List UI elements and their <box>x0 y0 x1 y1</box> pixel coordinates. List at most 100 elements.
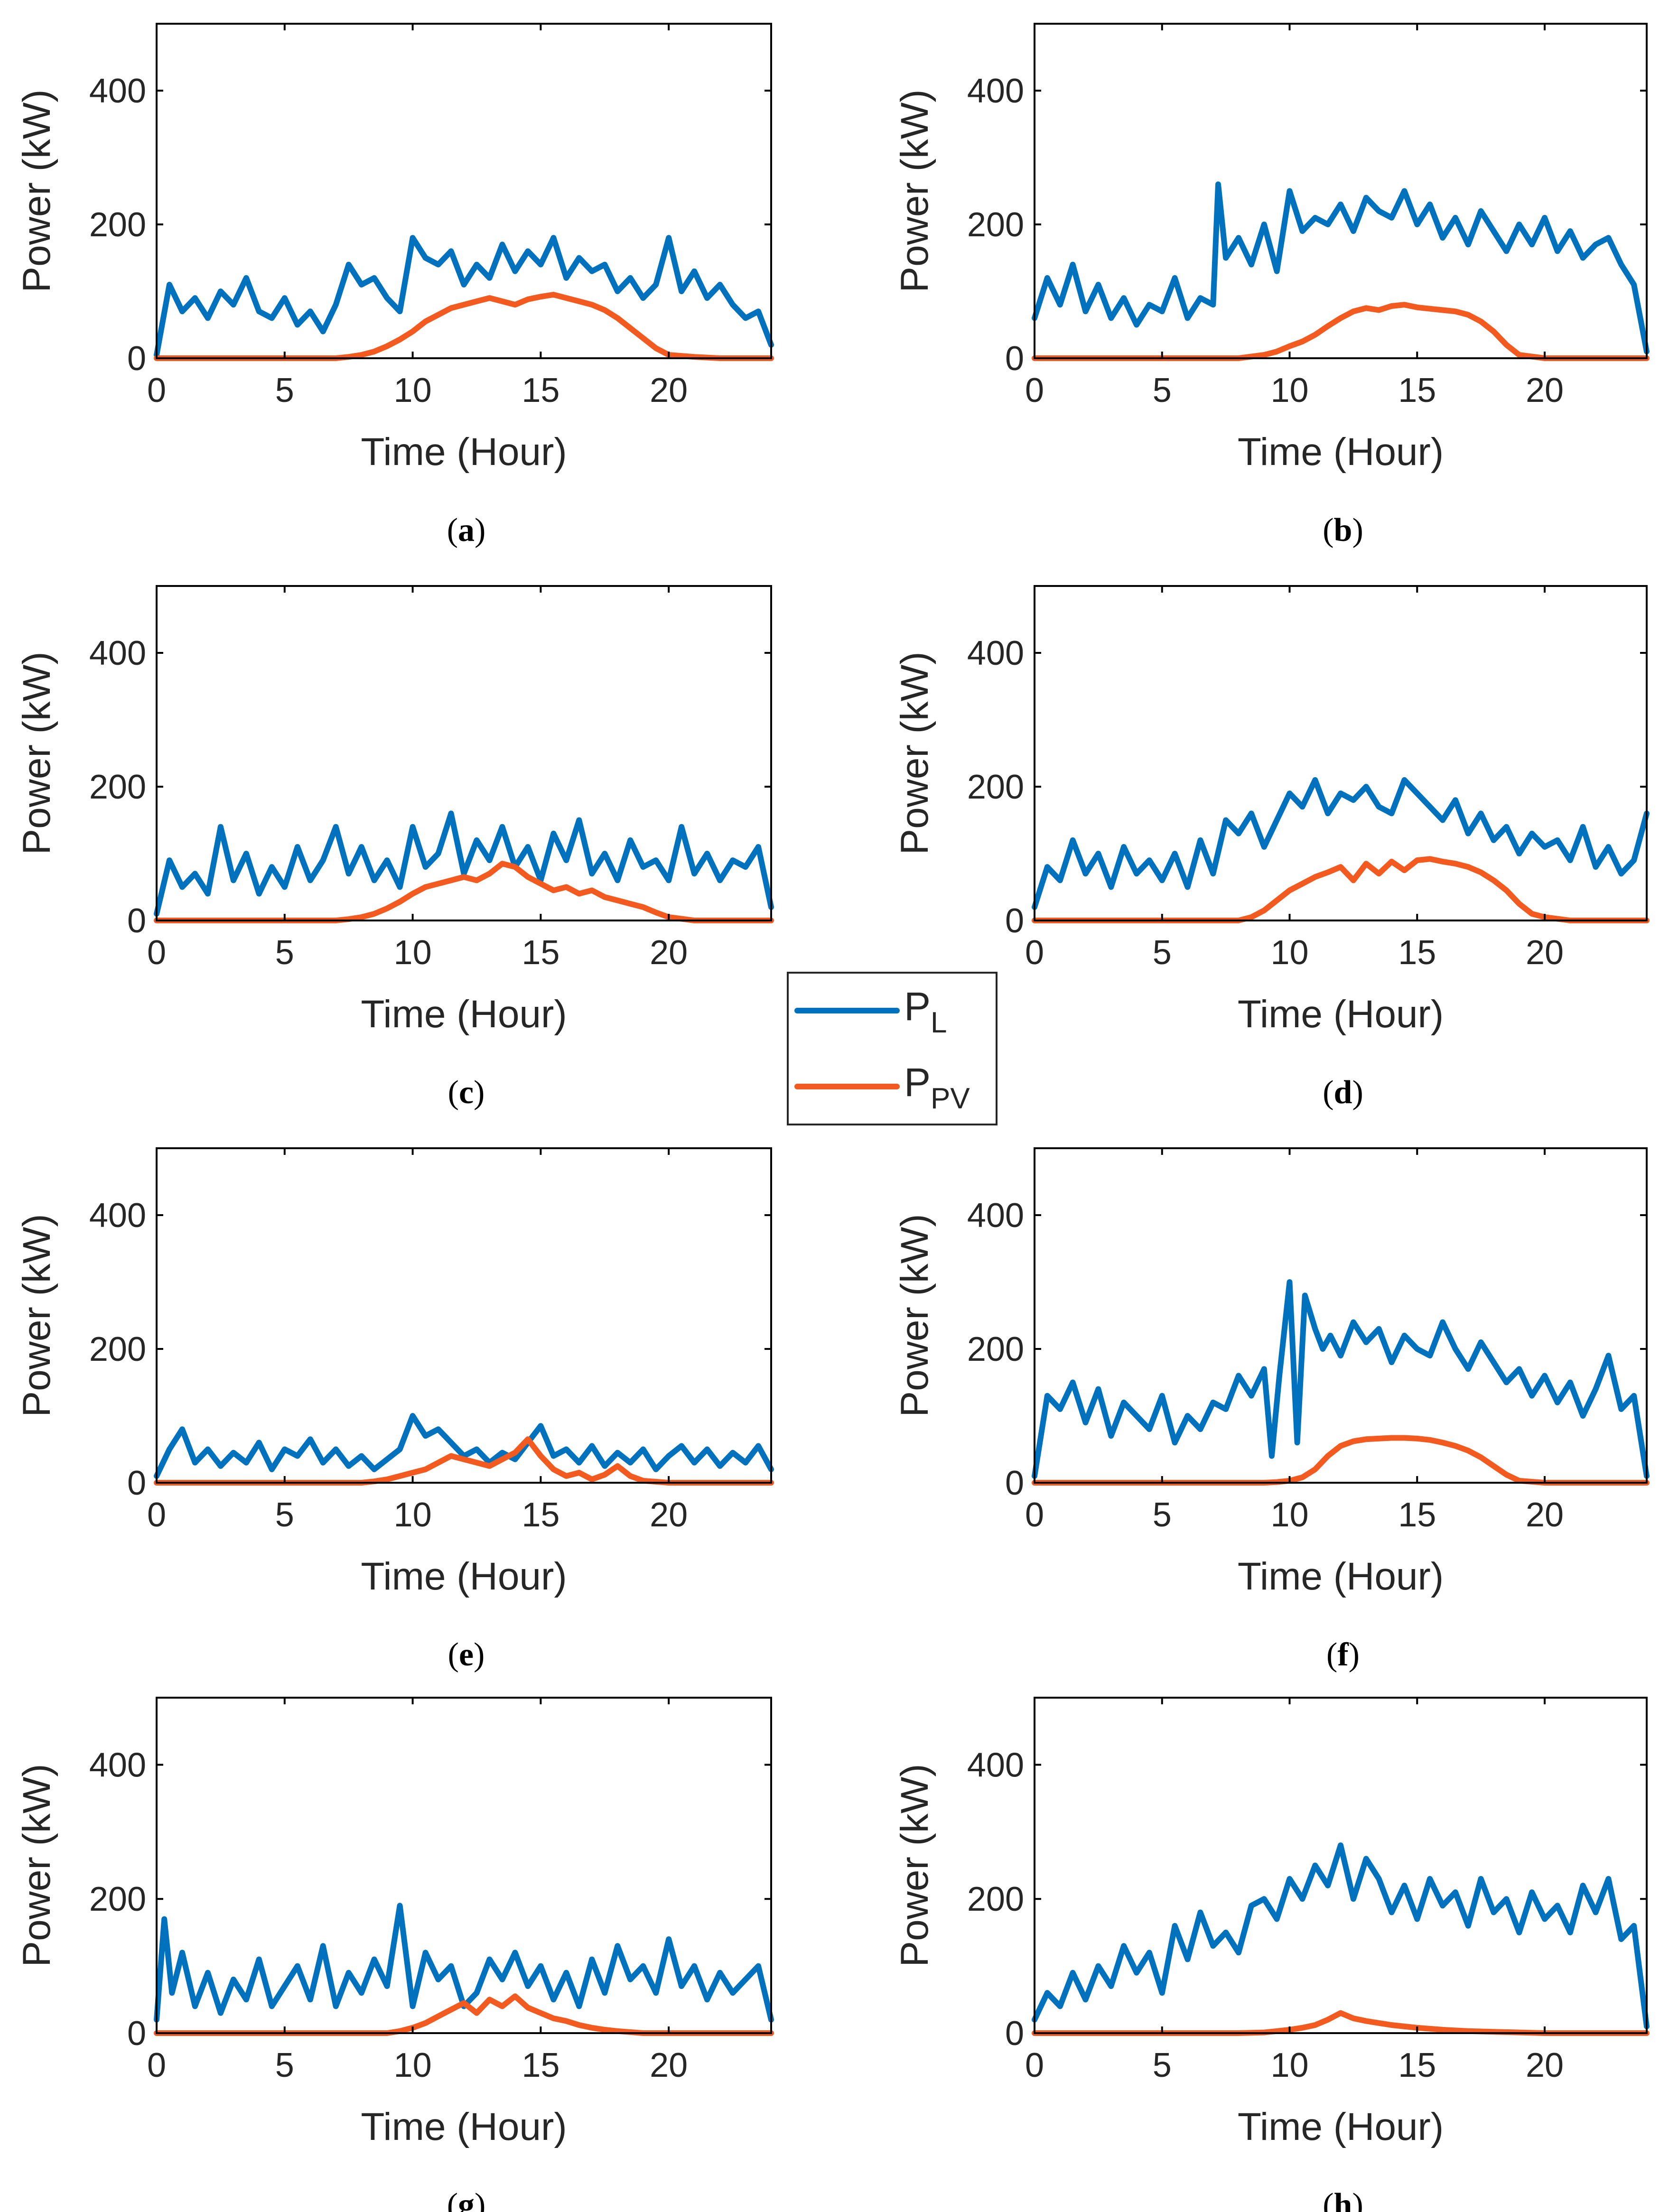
series-line-load-e <box>154 1413 774 1479</box>
y-axis-label: Power (kW) <box>15 89 58 292</box>
x-tick-label: 20 <box>1526 1496 1564 1534</box>
panel-label-c: (c) <box>448 1074 485 1111</box>
x-tick-label: 20 <box>1526 2046 1564 2084</box>
x-tick-label: 15 <box>522 1496 559 1534</box>
series-line-load-c <box>154 810 774 917</box>
axes-frame-c <box>156 585 772 921</box>
legend-box <box>787 972 998 1125</box>
x-tick-label: 5 <box>1153 372 1172 409</box>
x-tick-label: 0 <box>147 1496 166 1534</box>
x-tick-label: 20 <box>1526 934 1564 972</box>
y-tick-label: 200 <box>89 206 146 244</box>
x-tick-label: 0 <box>147 934 166 972</box>
series-line-load-a <box>154 235 774 358</box>
x-tick-label: 15 <box>522 934 559 972</box>
y-tick-label: 0 <box>1005 902 1024 940</box>
svg-text:PL: PL <box>904 984 947 1039</box>
x-tick-label: 0 <box>1025 2046 1044 2084</box>
x-axis-label: Time (Hour) <box>361 1555 567 1598</box>
series-line-pv-h <box>1032 2010 1650 2036</box>
x-axis-label: Time (Hour) <box>1238 993 1444 1036</box>
y-axis-label: Power (kW) <box>893 651 936 855</box>
series-line-pv-d <box>1032 856 1650 923</box>
panel-label-b: (b) <box>1323 512 1363 548</box>
y-tick-label: 0 <box>127 340 146 378</box>
y-axis-label: Power (kW) <box>893 89 936 292</box>
y-tick-label: 200 <box>89 1330 146 1368</box>
x-tick-label: 20 <box>1526 372 1564 409</box>
x-tick-label: 10 <box>394 372 432 409</box>
y-tick-label: 400 <box>89 1197 146 1235</box>
x-tick-label: 10 <box>1270 934 1308 972</box>
y-tick-label: 200 <box>967 1880 1024 1918</box>
y-tick-label: 0 <box>1005 2015 1024 2053</box>
series-line-load-b <box>1032 181 1650 354</box>
y-tick-label: 0 <box>1005 1464 1024 1502</box>
y-tick-label: 200 <box>89 1880 146 1918</box>
panel-label-h: (h) <box>1323 2187 1363 2212</box>
x-axis-label: Time (Hour) <box>1238 2105 1444 2148</box>
x-axis-label: Time (Hour) <box>361 430 567 474</box>
series-line-pv-b <box>1032 302 1650 361</box>
x-tick-label: 5 <box>275 934 294 972</box>
y-axis-label: Power (kW) <box>15 1214 58 1417</box>
panel-label-f: (f) <box>1326 1636 1360 1673</box>
y-tick-label: 0 <box>1005 340 1024 378</box>
y-axis-label: Power (kW) <box>15 1764 58 1967</box>
legend: PL PPV <box>787 972 998 1125</box>
x-axis-label: Time (Hour) <box>1238 430 1444 474</box>
axes-frame-e <box>156 1147 772 1484</box>
axes-frame-b <box>1034 23 1648 359</box>
y-axis-label: Power (kW) <box>893 1214 936 1417</box>
series-line-load-f <box>1032 1279 1650 1479</box>
x-tick-label: 15 <box>522 2046 559 2084</box>
x-tick-label: 0 <box>1025 1496 1044 1534</box>
x-tick-label: 5 <box>275 372 294 409</box>
x-tick-label: 10 <box>394 934 432 972</box>
y-tick-label: 0 <box>127 902 146 940</box>
panel-label-a: (a) <box>447 512 486 548</box>
series-line-pv-a <box>154 292 774 361</box>
x-tick-label: 10 <box>394 1496 432 1534</box>
axes-frame-d <box>1034 585 1648 921</box>
legend-pv-subscript: PV <box>931 1082 970 1115</box>
x-tick-label: 0 <box>147 2046 166 2084</box>
y-tick-label: 200 <box>967 768 1024 806</box>
legend-pv-label: P <box>904 1060 931 1105</box>
x-tick-label: 5 <box>275 1496 294 1534</box>
legend-load-label: P <box>904 984 931 1029</box>
x-axis-label: Time (Hour) <box>361 993 567 1036</box>
x-axis-label: Time (Hour) <box>1238 1555 1444 1598</box>
series-line-pv-f <box>1032 1435 1650 1486</box>
x-tick-label: 5 <box>275 2046 294 2084</box>
panel-label-g: (g) <box>447 2187 486 2212</box>
y-tick-label: 400 <box>89 634 146 672</box>
x-tick-label: 15 <box>1398 372 1436 409</box>
axes-frame-a <box>156 23 772 359</box>
x-tick-label: 5 <box>1153 2046 1172 2084</box>
svg-text:PPV: PPV <box>904 1060 970 1115</box>
x-tick-label: 15 <box>1398 934 1436 972</box>
x-tick-label: 20 <box>650 1496 688 1534</box>
y-tick-label: 400 <box>89 1746 146 1784</box>
y-tick-label: 400 <box>967 72 1024 110</box>
axes-frame-f <box>1034 1147 1648 1484</box>
x-tick-label: 10 <box>1270 372 1308 409</box>
x-tick-label: 10 <box>1270 1496 1308 1534</box>
y-tick-label: 0 <box>127 1464 146 1502</box>
y-tick-label: 400 <box>967 1746 1024 1784</box>
axes-frame-h <box>1034 1697 1648 2034</box>
y-tick-label: 400 <box>89 72 146 110</box>
panel-label-e: (e) <box>448 1636 485 1673</box>
y-tick-label: 200 <box>967 206 1024 244</box>
x-tick-label: 0 <box>147 372 166 409</box>
series-line-pv-g <box>154 1993 774 2036</box>
